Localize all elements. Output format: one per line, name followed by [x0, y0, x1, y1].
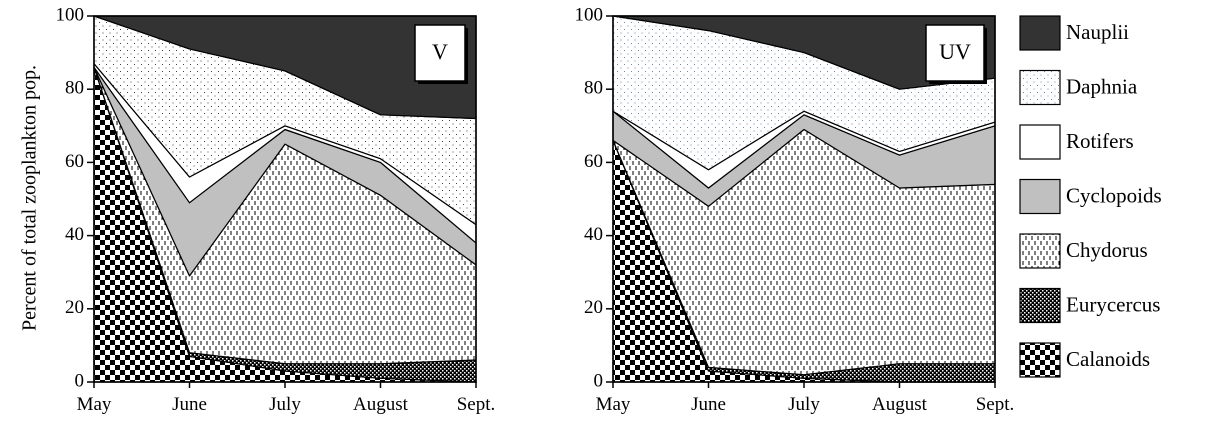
y-tick-label-20-v: 20 — [65, 297, 84, 318]
legend-swatch-daphnia — [1019, 69, 1061, 106]
x-tick-label-august-uv: August — [872, 394, 928, 415]
legend-swatch-nauplii — [1019, 15, 1061, 51]
y-tick-label-40-v: 40 — [65, 224, 84, 245]
y-tick-label-60-uv: 60 — [584, 151, 603, 172]
legend-swatch-rotifers — [1019, 124, 1061, 160]
legend-label-nauplii: Nauplii — [1066, 20, 1129, 44]
legend-label-chydorus: Chydorus — [1066, 238, 1148, 262]
x-tick-label-sept-v: Sept. — [457, 394, 496, 415]
x-tick-label-june-v: June — [172, 394, 207, 415]
y-tick-label-0-v: 0 — [75, 370, 85, 391]
x-tick-label-july-v: July — [269, 394, 301, 415]
y-tick-label-100-v: 100 — [56, 4, 85, 25]
legend-label-calanoids: Calanoids — [1066, 347, 1150, 371]
panel-tag-label-v: V — [432, 39, 448, 64]
legend-swatch-cyclopoids — [1019, 178, 1061, 215]
y-tick-label-0-uv: 0 — [594, 370, 604, 391]
panel-v-chart: 0 20 40 60 80 100 May June July August Sept. V — [56, 4, 496, 415]
legend-swatch-chydorus — [1019, 233, 1061, 269]
x-tick-label-sept-uv: Sept. — [976, 394, 1015, 415]
legend-label-daphnia: Daphnia — [1066, 74, 1138, 98]
y-tick-label-80-uv: 80 — [584, 78, 603, 99]
legend-label-rotifers: Rotifers — [1066, 129, 1134, 153]
x-tick-label-may-uv: May — [596, 394, 631, 415]
legend-label-cyclopoids: Cyclopoids — [1066, 183, 1162, 207]
y-tick-label-60-v: 60 — [65, 151, 84, 172]
y-tick-label-40-uv: 40 — [584, 224, 603, 245]
panel-uv-chart: 0 20 40 60 80 100 May June July August Sept. UV — [575, 4, 1015, 415]
x-tick-label-june-uv: June — [691, 394, 726, 415]
panel-tag-box-v — [414, 24, 466, 82]
legend-label-eurycercus: Eurycercus — [1066, 292, 1160, 316]
y-tick-label-100-uv: 100 — [575, 4, 604, 25]
y-axis-title: Percent of total zooplankton pop. — [19, 65, 41, 331]
y-tick-label-20-uv: 20 — [584, 297, 603, 318]
x-tick-label-august-v: August — [353, 394, 409, 415]
panel-tag-box-uv — [925, 24, 985, 82]
x-tick-label-july-uv: July — [788, 394, 820, 415]
x-tick-label-may-v: May — [77, 394, 112, 415]
legend-swatch-eurycercus — [1019, 287, 1061, 324]
panel-tag-label-uv: UV — [939, 39, 971, 64]
legend: Nauplii Daphnia Rotifers Cyclopoids Chydorus… — [1019, 15, 1162, 378]
legend-swatch-calanoids — [1019, 342, 1061, 378]
y-tick-label-80-v: 80 — [65, 78, 84, 99]
